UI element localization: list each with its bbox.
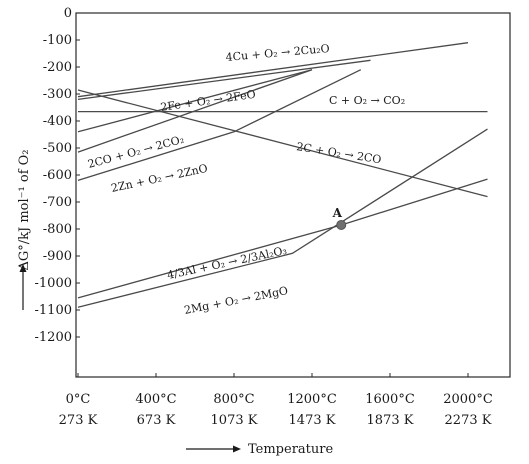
y-tick-label: -700 <box>43 195 72 210</box>
reaction-label: 2Fe + O₂ → 2FeO <box>160 88 257 114</box>
series-line <box>77 69 313 133</box>
plot-frame <box>75 12 511 378</box>
y-tick-label: -100 <box>43 33 72 48</box>
x-axis: 0°C 273 K 400°C 673 K 800°C 1073 K 1200°C 1473 … <box>59 373 493 428</box>
series-line <box>77 59 371 101</box>
point-a-marker <box>336 219 347 230</box>
y-tick-label: 0 <box>64 6 72 21</box>
x-tick-label-celsius: 0°C <box>66 392 91 407</box>
series-line <box>77 89 488 198</box>
y-axis-arrow <box>19 264 27 310</box>
x-tick-label-kelvin: 2273 K <box>445 413 492 428</box>
y-tick-label: -1200 <box>35 330 72 345</box>
series-line <box>77 178 488 299</box>
reaction-label: 2Zn + O₂ → 2ZnO <box>110 162 209 195</box>
point-a-label: A <box>332 206 343 220</box>
x-tick-label-kelvin: 273 K <box>59 413 98 428</box>
y-tick-label: -500 <box>43 141 72 156</box>
x-tick-label-kelvin: 1073 K <box>211 413 258 428</box>
reaction-label: 2Mg + O₂ → 2MgO <box>183 284 289 317</box>
x-tick-label-kelvin: 1873 K <box>367 413 414 428</box>
y-tick-label: -1000 <box>35 276 72 291</box>
y-axis: 0 -100 -200 -300 -400 -500 -600 -700 -800 -900 -10… <box>35 6 80 345</box>
x-tick-label-kelvin: 673 K <box>137 413 176 428</box>
reaction-label: 4Cu + O₂ → 2Cu₂O <box>225 42 330 64</box>
x-tick-label-celsius: 2000°C <box>443 392 493 407</box>
y-tick-label: -200 <box>43 60 72 75</box>
y-tick-label: -600 <box>43 168 72 183</box>
y-axis-title: ΔG°/kJ mol⁻¹ of O₂ <box>17 149 32 270</box>
y-tick-label: -900 <box>43 249 72 264</box>
reaction-label: 2C + O₂ → 2CO <box>296 140 383 166</box>
x-tick-label-celsius: 800°C <box>213 392 254 407</box>
x-tick-label-kelvin: 1473 K <box>289 413 336 428</box>
x-tick-label-celsius: 1600°C <box>365 392 415 407</box>
x-axis-title: Temperature <box>248 442 333 457</box>
reaction-label: 4/3Al + O₂ → 2/3Al₂O₃ <box>166 244 288 282</box>
x-tick-label-celsius: 400°C <box>135 392 176 407</box>
y-tick-label: -400 <box>43 114 72 129</box>
reaction-label: C + O₂ → CO₂ <box>329 94 405 107</box>
reaction-labels: 4Cu + O₂ → 2Cu₂O 2Fe + O₂ → 2FeO C + O₂ → … <box>86 42 405 317</box>
series-line <box>77 128 488 308</box>
series-line <box>77 42 469 98</box>
x-tick-label-celsius: 1200°C <box>287 392 337 407</box>
x-axis-arrow <box>186 445 241 453</box>
series-line <box>77 69 313 153</box>
series-line <box>77 69 362 182</box>
annotation-layer: A <box>332 206 347 230</box>
y-tick-label: -800 <box>43 222 72 237</box>
y-tick-label: -1100 <box>35 303 72 318</box>
y-tick-label: -300 <box>43 87 72 102</box>
